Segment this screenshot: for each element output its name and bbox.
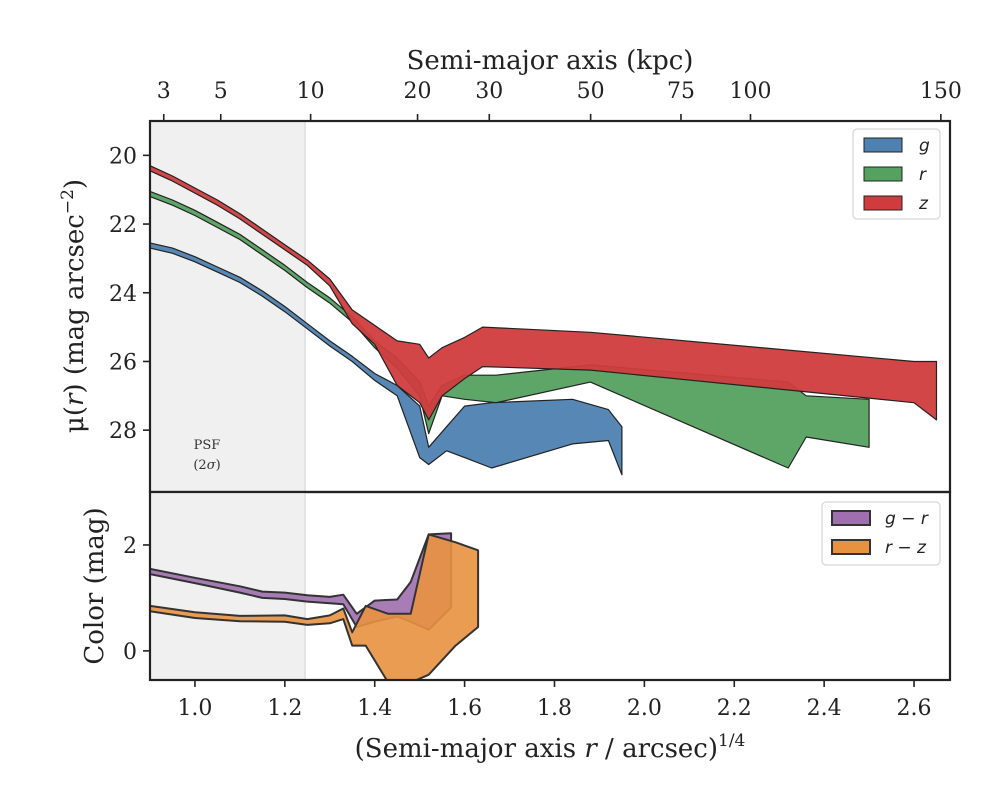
x-axis-title: (Semi-major axis r / arcsec)1/4 [355,731,746,764]
surface-brightness-panel: 20 22 24 26 28 3 5 10 20 30 50 75 100 150 PSF (2σ) g… [109,79,962,494]
y-tick-label: 22 [109,213,137,238]
series-g-band [149,242,623,476]
xlabel-var: r [584,734,598,764]
unit-exponent: −2 [58,189,78,214]
x-tick-label: 1.8 [537,696,572,721]
x-tick-label: 2.6 [897,696,932,721]
color-series [150,532,480,680]
color-y-axis-title: Color (mag) [80,507,110,664]
y-axis-ticks: 20 22 24 26 28 [109,144,150,444]
kpc-tick-label: 3 [157,79,171,104]
x-tick-label: 1.2 [267,696,302,721]
xlabel-exponent: 1/4 [718,731,745,751]
x-tick-label: 2.0 [627,696,662,721]
paren-open: ( [60,406,90,416]
x-tick-label: 1.4 [357,696,392,721]
legend-label-r: r [919,165,927,185]
kpc-tick-label: 150 [920,79,962,104]
legend-label-g: g [919,136,930,156]
band-profile-series [149,165,938,476]
color-series-r-z-band [150,533,480,680]
color-legend-label: g − r [885,509,929,529]
x-tick-label: 1.0 [177,696,212,721]
paren-close: ) [60,179,90,189]
legend-swatch-g [863,137,903,153]
color-y-axis-ticks: 02 [123,534,150,665]
xlabel-post: / arcsec) [597,734,718,764]
kpc-tick-label: 50 [577,79,605,104]
top-x-axis-title: Semi-major axis (kpc) [407,46,694,76]
legend-swatch-z [863,195,903,211]
psf-label: PSF [194,438,221,453]
band-legend: grz [852,128,941,220]
kpc-tick-label: 10 [297,79,325,104]
top-kpc-axis-ticks: 3 5 10 20 30 50 75 100 150 [157,79,962,121]
color-legend-swatch [831,539,871,555]
mu-symbol: μ [60,416,90,433]
x-axis-ticks: 1.0 1.2 1.4 1.6 1.8 2.0 2.2 2.4 2.6 [177,680,932,721]
y-tick-label: 26 [109,350,137,375]
kpc-tick-label: 20 [404,79,432,104]
kpc-tick-label: 5 [214,79,228,104]
xlabel-pre: (Semi-major axis [355,734,585,764]
color-legend: g − r r − z [821,501,941,566]
legend-label-z: z [918,194,929,214]
x-tick-label: 1.6 [447,696,482,721]
color-legend-swatch [831,510,871,526]
kpc-tick-label: 100 [729,79,771,104]
series-z-band [149,165,938,421]
color-legend-label: r − z [885,538,927,558]
bottom-panel-frame [148,490,952,682]
kpc-tick-label: 75 [667,79,695,104]
y-tick-label: 20 [109,144,137,169]
series-r-band [149,190,870,469]
x-tick-label: 2.2 [717,696,752,721]
kpc-tick-label: 30 [475,79,503,104]
y-tick-label: 28 [109,419,137,444]
top-y-axis-title: μ(r) (mag arcsec−2) [58,179,90,433]
x-tick-label: 2.4 [807,696,842,721]
y-tick-label: 24 [109,282,137,307]
color-y-tick-label: 0 [123,640,137,665]
unit-text: ) (mag arcsec [60,214,90,393]
color-y-tick-label: 2 [123,534,137,559]
color-series-clip [150,532,480,680]
color-panel: 02 1.0 1.2 1.4 1.6 1.8 2.0 2.2 2.4 2.6 g − rr − … [123,490,952,721]
r-symbol: r [60,392,90,406]
legend-swatch-r [863,166,903,182]
psf-sigma-label: (2σ) [193,458,220,473]
